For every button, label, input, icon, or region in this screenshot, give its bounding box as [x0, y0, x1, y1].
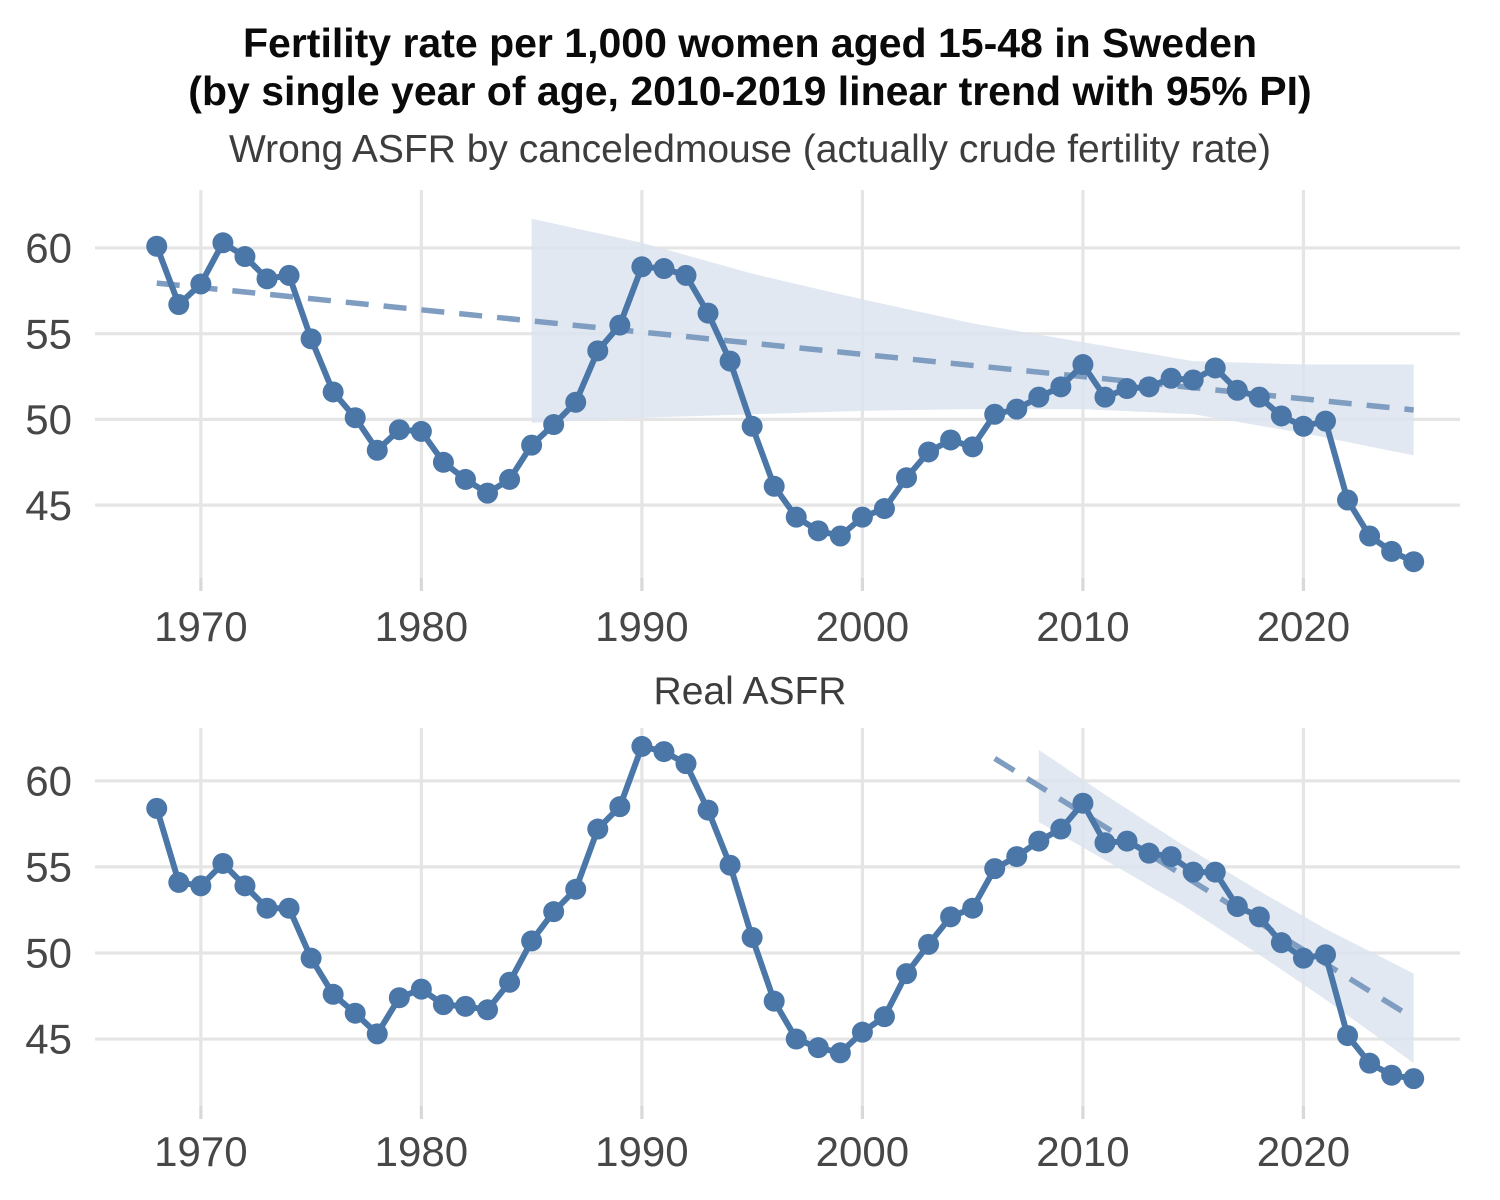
panel-top-plot: 45 50 55 60 1970 1980 1990 2000 2010 2020	[25, 190, 1460, 650]
panel-bottom-plot: 45 50 55 60 1970 1980 1990 2000 2010 2020	[25, 728, 1460, 1175]
svg-text:1970: 1970	[154, 1128, 247, 1175]
svg-text:1980: 1980	[375, 1128, 468, 1175]
svg-text:55: 55	[25, 310, 72, 357]
svg-text:2020: 2020	[1257, 603, 1350, 650]
svg-text:50: 50	[25, 930, 72, 977]
svg-text:50: 50	[25, 396, 72, 443]
svg-text:2020: 2020	[1257, 1128, 1350, 1175]
chart-title-line1: Fertility rate per 1,000 women aged 15-4…	[243, 20, 1257, 66]
svg-text:2010: 2010	[1036, 1128, 1129, 1175]
svg-text:2010: 2010	[1036, 603, 1129, 650]
panel-bottom-title: Real ASFR	[653, 670, 847, 713]
svg-text:1980: 1980	[375, 603, 468, 650]
chart-title-line2: (by single year of age, 2010-2019 linear…	[188, 68, 1312, 114]
svg-text:60: 60	[25, 758, 72, 805]
svg-text:45: 45	[25, 482, 72, 529]
svg-text:2000: 2000	[816, 603, 909, 650]
svg-text:60: 60	[25, 225, 72, 272]
svg-text:1970: 1970	[154, 603, 247, 650]
svg-text:55: 55	[25, 844, 72, 891]
svg-text:2000: 2000	[816, 1128, 909, 1175]
svg-text:1990: 1990	[595, 1128, 688, 1175]
svg-text:45: 45	[25, 1016, 72, 1063]
svg-text:1990: 1990	[595, 603, 688, 650]
panel-top-title: Wrong ASFR by canceledmouse (actually cr…	[229, 128, 1271, 171]
